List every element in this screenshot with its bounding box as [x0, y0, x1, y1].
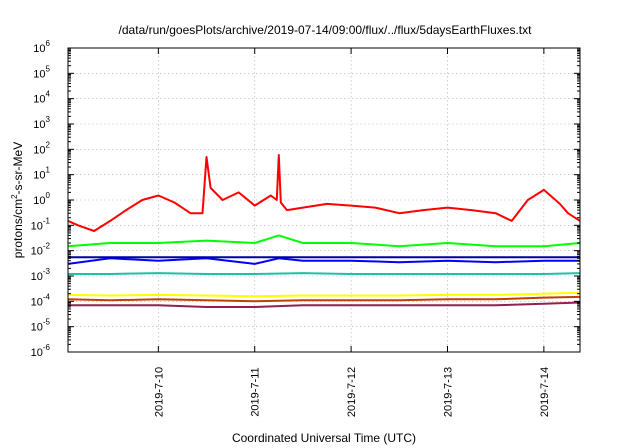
y-tick-label: 10-6: [31, 343, 51, 359]
y-tick-label: 10-5: [31, 318, 51, 334]
series-group: [68, 154, 580, 308]
series-line-8: [68, 301, 580, 308]
series-line-5: [68, 272, 580, 275]
axis-ticks: 10-6 10-5 10-4 10-3 10-2 10-1 100 101 102 103 104 1…: [31, 39, 580, 417]
series-line-2: [68, 234, 580, 248]
y-tick-label: 104: [33, 90, 50, 106]
x-tick-label: 2019-7-13: [442, 367, 454, 417]
y-tick-label: 105: [33, 64, 50, 80]
y-tick-label: 103: [33, 115, 50, 131]
chart-title: /data/run/goesPlots/archive/2019-07-14/0…: [119, 23, 533, 37]
x-tick-label: 2019-7-11: [250, 367, 262, 416]
y-axis-label-group: protons/cm2-s-sr-MeV: [10, 142, 25, 258]
grid: [68, 48, 580, 352]
y-tick-label: 10-1: [31, 216, 51, 232]
series-line-6: [68, 291, 580, 298]
y-tick-label: 10-2: [31, 242, 51, 258]
y-tick-label: 102: [33, 140, 50, 156]
series-line-3: [68, 257, 580, 265]
y-tick-label: 10-3: [31, 267, 51, 283]
x-axis-label: Coordinated Universal Time (UTC): [232, 431, 416, 445]
y-tick-label: 101: [33, 166, 50, 182]
y-tick-label: 106: [33, 39, 50, 55]
x-tick-label: 2019-7-12: [346, 367, 358, 417]
x-tick-label: 2019-7-10: [153, 367, 165, 417]
series-line-7: [68, 295, 580, 303]
series-line-1: [68, 154, 580, 232]
y-tick-label: 10-4: [31, 292, 51, 308]
y-axis-label: protons/cm2-s-sr-MeV: [10, 142, 25, 258]
y-tick-label: 100: [33, 191, 50, 207]
x-tick-label: 2019-7-14: [539, 367, 551, 417]
